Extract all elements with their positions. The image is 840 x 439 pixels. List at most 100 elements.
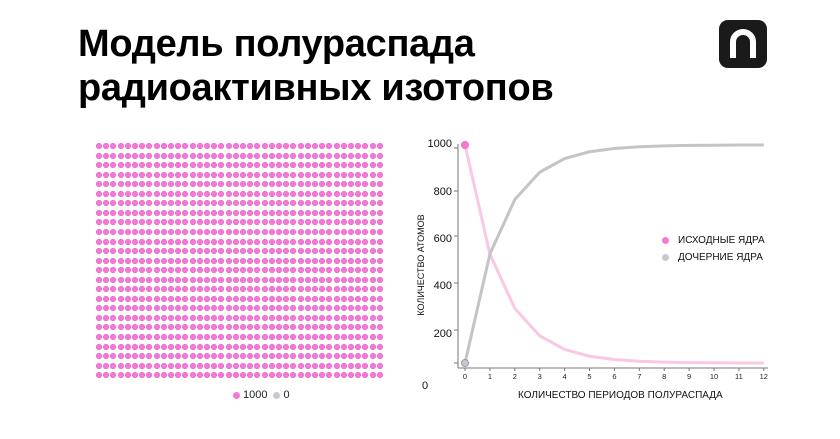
atom-dot <box>312 200 318 207</box>
atom-dot <box>96 209 102 216</box>
atom-dot <box>103 190 110 197</box>
atom-dot <box>196 295 203 302</box>
atom-dot <box>333 305 340 312</box>
legend-item-daughter: ДОЧЕРНИЕ ЯДРА <box>662 249 765 266</box>
atom-dot <box>124 314 131 321</box>
atom-dot <box>340 200 347 207</box>
atom-dot <box>189 295 196 302</box>
atom-dot <box>232 143 239 149</box>
atom-dot <box>333 324 340 331</box>
atom-dot <box>182 324 189 331</box>
atom-dot <box>340 238 347 245</box>
atom-dot <box>189 314 196 321</box>
atom-dot <box>110 353 117 360</box>
atom-dot <box>312 238 318 245</box>
atom-dot <box>355 200 362 207</box>
atom-dot <box>290 305 297 312</box>
atom-dot <box>204 286 210 293</box>
atom-dot <box>247 372 254 379</box>
atom-dot <box>132 314 138 321</box>
atom-dot <box>333 200 340 207</box>
atom-dot <box>355 343 362 350</box>
atom-dot <box>218 372 225 379</box>
atom-dot <box>232 305 239 312</box>
atom-dot <box>146 353 153 360</box>
atom-dot <box>168 209 174 216</box>
atom-dot <box>326 343 333 350</box>
atom-dot <box>261 228 268 235</box>
y-tick-label: 400 <box>434 280 452 292</box>
atom-dot <box>182 171 189 178</box>
atom-dot <box>362 209 369 216</box>
atom-dot <box>376 276 383 283</box>
x-tick-label: 9 <box>687 372 691 381</box>
atom-dot <box>96 143 102 149</box>
atom-dot <box>132 190 138 197</box>
atom-dot <box>348 219 354 226</box>
atom-dot <box>333 228 340 235</box>
atom-dot <box>96 238 102 245</box>
atom-dot <box>96 162 102 169</box>
atom-dot <box>376 238 383 245</box>
y-axis-label: КОЛИЧЕСТВО АТОМОВ <box>416 214 426 316</box>
atom-dot <box>211 238 218 245</box>
atom-dot <box>276 228 282 235</box>
atom-dot <box>283 334 290 340</box>
atom-dot <box>247 286 254 293</box>
atom-dot <box>211 152 218 159</box>
atom-dot <box>160 334 167 340</box>
atom-dot <box>182 190 189 197</box>
atom-dot <box>124 209 131 216</box>
atom-dot <box>340 276 347 283</box>
atom-dot <box>175 353 182 360</box>
atom-dot <box>355 267 362 274</box>
atom-dot <box>110 200 117 207</box>
atom-dot <box>196 286 203 293</box>
atom-dot <box>376 171 383 178</box>
atom-dot <box>333 343 340 350</box>
atom-dot <box>146 162 153 169</box>
atom-dot <box>110 295 117 302</box>
atom-dot <box>326 334 333 340</box>
atom-dot <box>132 286 138 293</box>
atom-dot <box>247 143 254 149</box>
atom-dot <box>254 372 261 379</box>
daughter-nuclei-dot-icon <box>273 391 281 399</box>
atom-dot <box>103 362 110 369</box>
atom-dot <box>153 190 160 197</box>
atom-dot <box>276 353 282 360</box>
atom-dot <box>348 181 354 188</box>
atom-dot <box>211 353 218 360</box>
atom-dot <box>204 314 210 321</box>
atom-dot <box>268 257 275 264</box>
atom-dot <box>182 162 189 169</box>
atom-dot <box>254 305 261 312</box>
atom-dot <box>333 267 340 274</box>
atom-dot <box>232 152 239 159</box>
atom-dot <box>340 209 347 216</box>
atom-dot <box>348 190 354 197</box>
atom-dot <box>146 228 153 235</box>
atom-dot <box>362 334 369 340</box>
atom-dot <box>103 295 110 302</box>
atom-dot <box>204 324 210 331</box>
atom-dot <box>132 228 138 235</box>
atom-dot <box>369 162 376 169</box>
atom-dot <box>348 248 354 255</box>
atom-dot <box>103 152 110 159</box>
atom-dot <box>211 219 218 226</box>
atom-dot <box>139 286 146 293</box>
atom-dot <box>348 295 354 302</box>
atom-dot <box>355 228 362 235</box>
atom-dot <box>103 286 110 293</box>
atom-dot <box>319 324 326 331</box>
atom-dot <box>261 181 268 188</box>
atom-dot <box>376 257 383 264</box>
atom-dot <box>153 276 160 283</box>
atom-dot <box>103 162 110 169</box>
atom-dot <box>247 257 254 264</box>
atom-dot <box>290 200 297 207</box>
atom-dot <box>254 209 261 216</box>
atom-dot <box>182 200 189 207</box>
atom-dot <box>153 353 160 360</box>
